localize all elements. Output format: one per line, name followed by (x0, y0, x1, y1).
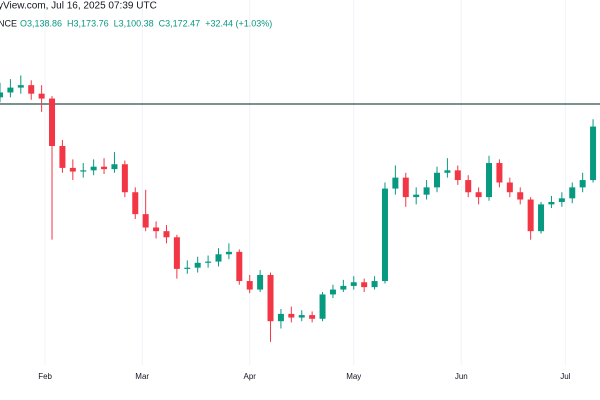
candle-body (153, 227, 160, 232)
candle-body (413, 194, 420, 198)
x-tick-label: Jul (560, 372, 570, 381)
candle-body (475, 192, 482, 198)
candle-body (350, 282, 357, 286)
candle-body (69, 167, 76, 172)
candle-body (277, 313, 284, 322)
candle-body (548, 201, 555, 205)
source: yView.com, Jul 16, 2025 07:39 UTC (0, 1, 157, 12)
candle-body (454, 170, 461, 181)
candle-body (49, 98, 56, 146)
candle-body (163, 231, 170, 238)
candle-body (101, 166, 108, 170)
candle-body (142, 214, 149, 228)
plot (0, 0, 600, 365)
candle-body (215, 254, 222, 262)
candle-body (59, 146, 66, 168)
candle-body (558, 198, 565, 202)
candle-body (579, 180, 586, 188)
candle-body (402, 177, 409, 198)
ohlc-value: O3,138.86 (20, 18, 62, 28)
symbol: NCE (0, 18, 17, 28)
candle-body (392, 177, 399, 189)
candle-body (111, 164, 118, 170)
candle-body (329, 289, 336, 295)
candle-body (246, 281, 253, 290)
candle-body (381, 188, 388, 282)
candle-body (7, 87, 14, 93)
candle-body (517, 192, 524, 200)
candle-body (486, 163, 493, 198)
candle-body (361, 282, 368, 288)
candle-body (496, 163, 503, 183)
candle-body (433, 172, 440, 188)
candle-body (90, 166, 97, 171)
candle-body (288, 313, 295, 318)
candle-body (28, 85, 35, 94)
ohlc-value: C3,172.47 (159, 18, 201, 28)
x-tick-label: Feb (38, 372, 52, 381)
candle-body (298, 315, 305, 318)
candle-body (590, 126, 597, 181)
x-tick-label: May (346, 372, 361, 381)
ohlc-value: H3,173.76 (67, 18, 109, 28)
candle-body (173, 237, 180, 269)
x-tick-label: Jun (455, 372, 468, 381)
candle-body (132, 192, 139, 215)
x-tick-label: Apr (243, 372, 256, 381)
candle-body (506, 182, 513, 193)
candle-body (267, 274, 274, 322)
ohlc-values: O3,138.86 H3,173.76 L3,100.38 C3,172.47 +32.… (20, 18, 272, 28)
candle-body (17, 85, 24, 88)
candle-body (538, 204, 545, 232)
ohlc-value: L3,100.38 (114, 18, 154, 28)
candle-body (569, 187, 576, 199)
candle-body (225, 251, 232, 255)
candle-body (465, 180, 472, 193)
candle-body (309, 315, 316, 319)
candle-body (38, 93, 45, 99)
candle-body (205, 261, 212, 263)
candle-body (80, 170, 87, 172)
candle-body (257, 274, 264, 290)
candle-body (371, 281, 378, 288)
candle-body (121, 164, 128, 193)
candle-body (340, 285, 347, 290)
candle-body (184, 267, 191, 269)
candle-body (444, 170, 451, 173)
candle-body (0, 92, 3, 98)
candle-body (194, 262, 201, 268)
candle-body (423, 187, 430, 195)
candle-body (527, 199, 534, 232)
ohlc-value: +32.44 (+1.03%) (205, 18, 272, 28)
candle-body (236, 251, 243, 282)
x-tick-label: Mar (135, 372, 149, 381)
candle-body (319, 294, 326, 319)
